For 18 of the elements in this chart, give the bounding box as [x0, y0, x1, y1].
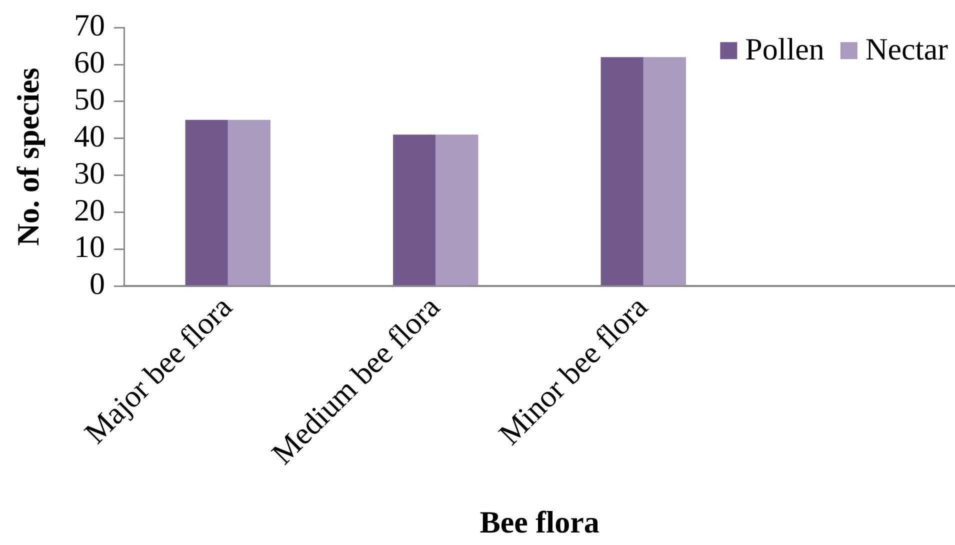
bar — [436, 134, 478, 286]
bar — [600, 57, 644, 286]
y-tick-label: 20 — [74, 192, 105, 228]
bar — [185, 120, 228, 286]
legend-label: Pollen — [745, 32, 825, 67]
bar — [228, 120, 270, 286]
bar — [643, 57, 686, 286]
y-tick-label: 10 — [74, 229, 105, 264]
y-tick-label: 0 — [90, 266, 105, 302]
y-tick-label: 70 — [74, 8, 105, 43]
y-tick-label: 60 — [74, 44, 105, 80]
bar — [393, 134, 436, 286]
y-tick-label: 30 — [74, 155, 105, 190]
legend-label: Nectar — [865, 32, 949, 67]
y-axis-title: No. of species — [10, 68, 46, 246]
x-axis-title: Bee flora — [480, 504, 600, 540]
y-tick-label: 50 — [74, 82, 105, 117]
y-tick-label: 40 — [74, 118, 105, 154]
